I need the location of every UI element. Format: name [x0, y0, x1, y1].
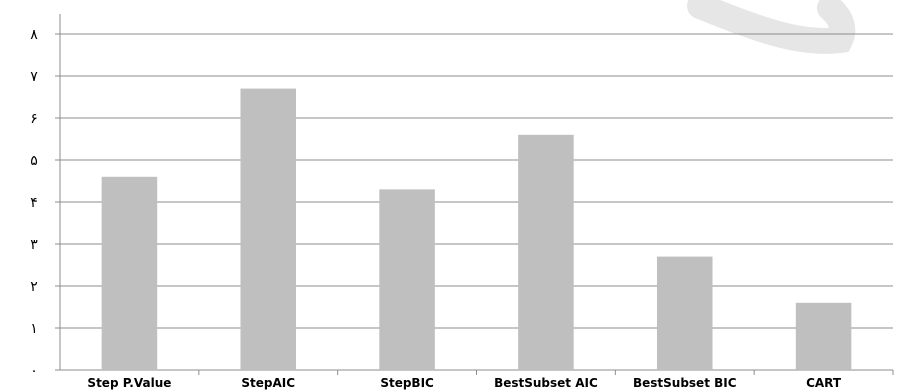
- y-tick-labels: ٠ ١ ٢ ٣ ۴ ۵ ۶ ٧ ٨: [30, 27, 38, 379]
- y-tick-label: ۵: [30, 153, 38, 169]
- bar: [379, 189, 435, 370]
- y-tick-label: ٨: [30, 27, 38, 43]
- gridlines: [60, 33, 893, 329]
- watermark-swoosh: [687, 0, 856, 54]
- bar: [101, 176, 158, 370]
- bars: [101, 88, 852, 370]
- x-tick-label: StepBIC: [380, 376, 434, 390]
- y-tick-label: ٣: [30, 237, 38, 253]
- x-tick-label: BestSubset BIC: [633, 376, 737, 390]
- y-tick-label: ۴: [30, 195, 38, 211]
- bar: [795, 302, 852, 370]
- y-tick-label: ۶: [30, 111, 38, 127]
- x-tick-label: Step P.Value: [87, 376, 171, 390]
- x-tick-labels: Step P.Value StepAIC StepBIC BestSubset AIC…: [87, 376, 841, 390]
- x-tick-label: CART: [806, 376, 842, 390]
- bar: [656, 256, 713, 370]
- axes: [55, 14, 894, 375]
- y-tick-label: ٧: [30, 69, 38, 85]
- bar: [240, 88, 297, 370]
- x-tick-label: StepAIC: [241, 376, 295, 390]
- y-tick-label: ٢: [30, 279, 38, 295]
- y-tick-label: ٠: [30, 363, 38, 379]
- x-tick-label: BestSubset AIC: [494, 376, 598, 390]
- bar: [518, 134, 574, 370]
- y-tick-label: ١: [30, 321, 38, 337]
